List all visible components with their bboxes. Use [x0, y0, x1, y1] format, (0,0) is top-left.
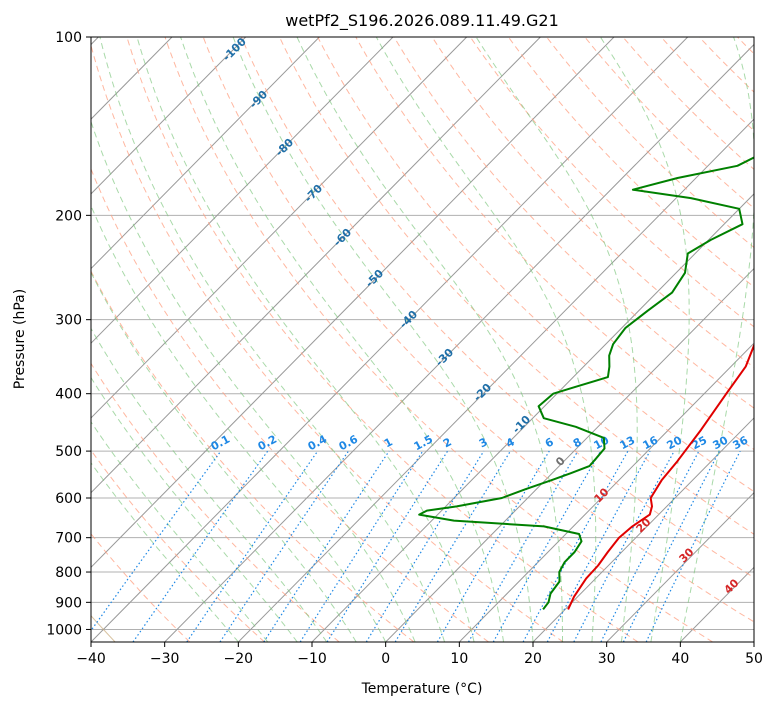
- y-tick-label: 400: [55, 387, 82, 403]
- mixing-ratio-line: [522, 450, 629, 642]
- mixing-ratio-line: [299, 450, 424, 642]
- moist-adiabat-line: [296, 37, 563, 642]
- y-tick-label: 100: [55, 30, 82, 46]
- mixing-ratio-label: 10: [592, 433, 612, 452]
- isotherm-line: [164, 43, 754, 642]
- x-tick-label: 0: [381, 651, 390, 667]
- mixing-ratio-line: [132, 450, 269, 642]
- mixing-ratio-line: [492, 450, 602, 642]
- y-tick-label: 500: [55, 444, 82, 460]
- x-tick-label: 20: [524, 651, 542, 667]
- dry-adiabat-line: [91, 449, 265, 642]
- x-tick-label: 40: [671, 651, 689, 667]
- mixing-ratio-line: [645, 450, 741, 642]
- isotherm-line: [237, 118, 754, 642]
- isotherm-line: [91, 37, 689, 642]
- mixing-ratio-line: [365, 450, 485, 642]
- plot-frame: [90, 36, 755, 643]
- isotherm-line: [385, 267, 754, 642]
- moist-adiabat-line: [91, 120, 416, 642]
- x-axis-label: Temperature (°C): [361, 681, 483, 697]
- plot-area: [91, 37, 754, 642]
- x-tick-label: 50: [745, 651, 763, 667]
- y-tick-label: 600: [55, 491, 82, 507]
- mixing-ratio-line: [436, 450, 550, 642]
- x-tick-label: −20: [224, 651, 254, 667]
- y-axis-label: Pressure (hPa): [12, 289, 28, 389]
- dry-adiabat-line: [91, 270, 415, 642]
- dry-adiabat-line: [431, 37, 754, 368]
- series-layer: [418, 156, 754, 611]
- x-tick-label: −40: [76, 651, 106, 667]
- moist-adiabat-line: [91, 421, 269, 642]
- moist-adiabat-line: [91, 376, 298, 642]
- mixing-ratio-line: [467, 450, 579, 642]
- dry-adiabat-line: [279, 37, 754, 535]
- isotherm-line: [606, 491, 754, 642]
- chart-title: wetPf2_S196.2026.089.11.49.G21: [285, 11, 559, 31]
- moist-adiabat-line: [91, 271, 357, 642]
- dry-adiabat-line: [91, 167, 489, 642]
- y-tick-label: 300: [55, 313, 82, 329]
- x-tick-label: −30: [150, 651, 180, 667]
- dry-adiabat-line: [126, 37, 639, 642]
- dry-adiabat-line: [355, 37, 754, 451]
- moist-adiabat-line: [679, 37, 754, 642]
- y-tick-label: 200: [55, 208, 82, 224]
- dry-adiabat-line: [546, 37, 754, 249]
- dry-adiabat-line: [584, 37, 754, 209]
- moist-adiabat-line: [91, 462, 239, 642]
- isotherm-line: [532, 417, 754, 642]
- dry-adiabat-line: [202, 37, 754, 623]
- isotherm-line: [91, 37, 247, 195]
- isotherm-line: [91, 37, 394, 344]
- moist-adiabat-line: [136, 37, 475, 642]
- temperature-profile-line: [567, 341, 754, 610]
- mixing-ratio-label: 20: [665, 433, 685, 452]
- moist-adiabat-line: [475, 37, 638, 642]
- mixing-ratio-label: 13: [618, 434, 638, 453]
- dry-adiabat-line: [164, 37, 713, 642]
- mixing-ratio-label: 16: [641, 433, 661, 452]
- moist-adiabat-line: [99, 37, 446, 642]
- isotherm-line: [91, 37, 541, 494]
- dry-adiabat-line: [469, 37, 754, 328]
- mixing-ratio-line: [91, 450, 222, 632]
- mixing-ratio-label: 36: [731, 433, 751, 452]
- x-tick-label: −10: [297, 651, 327, 667]
- axes: −40 −30 −20 −10 0 10 20 30 40 50 100 200 300 400 500 60…: [46, 30, 763, 667]
- isotherm-line: [91, 37, 615, 568]
- mixing-ratio-line: [394, 450, 511, 642]
- moist-adiabat-line: [232, 37, 534, 642]
- x-tick-label: 10: [450, 651, 468, 667]
- moist-adiabat-line: [375, 37, 597, 642]
- moist-adiabat-line: [91, 204, 387, 642]
- y-tick-label: 900: [55, 595, 82, 611]
- moist-adiabat-line: [180, 37, 504, 642]
- dry-adiabat-line: [393, 37, 754, 409]
- moist-adiabat-line: [599, 37, 690, 642]
- dry-adiabat-line: [240, 37, 754, 579]
- x-tick-label: 30: [598, 651, 616, 667]
- y-tick-label: 800: [55, 565, 82, 581]
- isotherm-line: [91, 37, 320, 270]
- y-tick-label: 1000: [46, 622, 82, 638]
- mixing-ratio-label: 30: [711, 433, 731, 452]
- mixing-ratio-line: [546, 450, 651, 642]
- moist-adiabat-line: [91, 327, 328, 642]
- y-tick-label: 700: [55, 531, 82, 547]
- isotherm-line: [91, 37, 468, 419]
- dewpoint-profile-line: [418, 156, 754, 611]
- mixing-ratio-line: [326, 450, 449, 642]
- mixing-ratio-line: [186, 450, 319, 642]
